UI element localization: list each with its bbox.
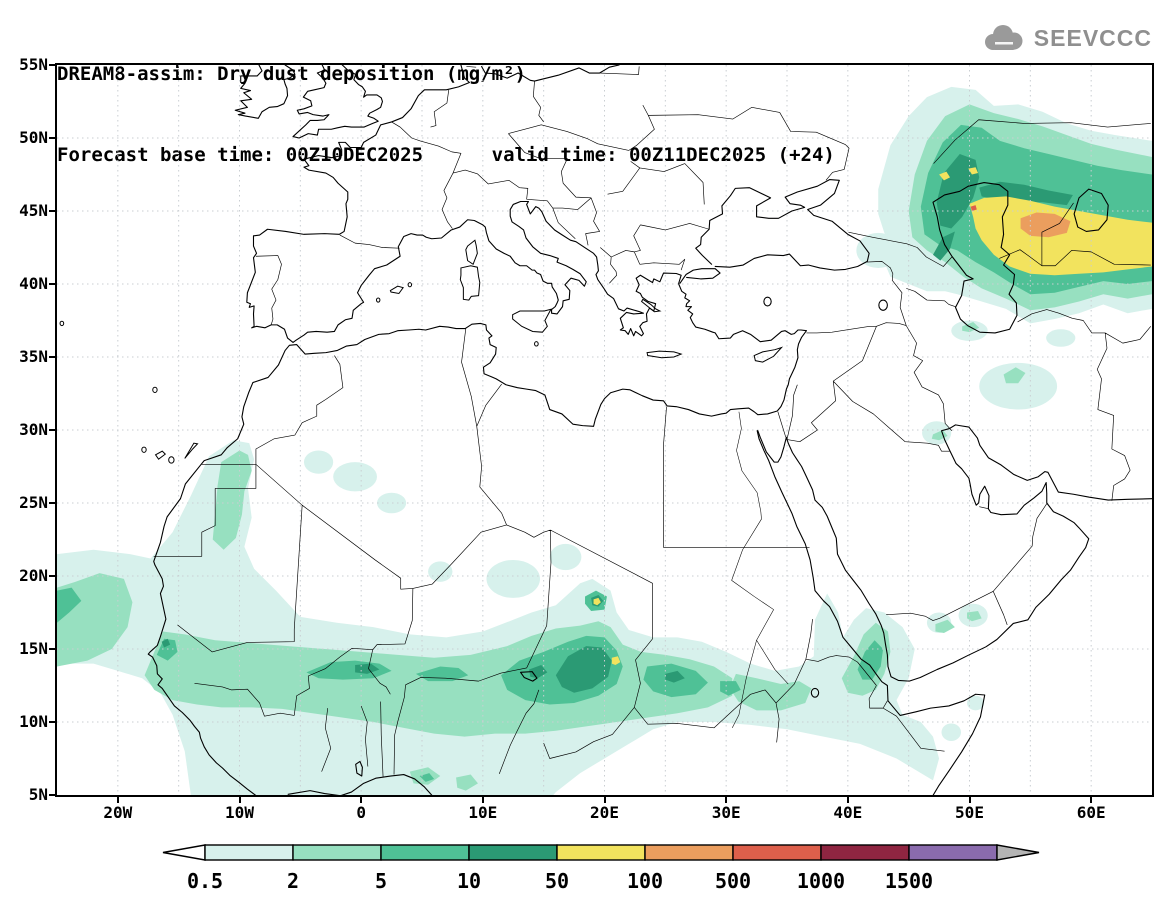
legend-color-cell <box>380 844 470 861</box>
lat-tick <box>49 794 57 796</box>
lat-tick <box>49 137 57 139</box>
logo-text: SEEVCCC <box>1033 24 1152 51</box>
lat-tick <box>49 429 57 431</box>
coastline-turkey-levant-maghreb-westafrica <box>148 284 806 795</box>
lat-tick <box>49 648 57 650</box>
legend-tick-label: 5 <box>375 869 387 893</box>
coastline-aral <box>1074 189 1108 231</box>
lon-axis-label: 30E <box>711 803 741 822</box>
country-borders-mideast <box>778 120 1151 625</box>
legend-color-cell <box>908 844 998 861</box>
lat-axis-label: 30N <box>19 420 48 439</box>
lat-tick <box>49 356 57 358</box>
cloud-logo-icon <box>984 25 1023 50</box>
legend-tick-label: 500 <box>715 869 751 893</box>
dust-fills-level-6 <box>1020 212 1071 238</box>
legend-color-cell <box>292 844 382 861</box>
lakes <box>356 297 888 776</box>
color-scale-legend: 0.5 2 5 10 50 100 500 1000 1500 <box>161 836 1041 900</box>
legend-tick-label: 10 <box>457 869 481 893</box>
lon-tick <box>360 795 363 803</box>
dust-fill-layer <box>57 86 1152 795</box>
legend-color-cell <box>468 844 558 861</box>
lon-tick <box>846 795 849 803</box>
seevccc-logo: SEEVCCC <box>981 24 1152 52</box>
coastline-europe-africa <box>247 65 681 342</box>
lat-axis-label: 50N <box>19 128 48 147</box>
lon-axis-label: 20W <box>103 803 133 822</box>
lat-tick <box>49 283 57 285</box>
lat-axis-label: 10N <box>19 712 48 731</box>
lat-axis-label: 45N <box>19 201 48 220</box>
lat-axis-label: 55N <box>19 55 48 74</box>
river-nile <box>732 412 789 728</box>
lon-axis-label: 20E <box>590 803 619 822</box>
islands <box>60 240 781 463</box>
lon-tick <box>725 795 728 803</box>
lon-tick <box>603 795 606 803</box>
lat-axis-label: 25N <box>19 493 48 512</box>
legend-color-cell <box>556 844 646 861</box>
country-borders-africa <box>154 329 945 777</box>
lat-axis-label: 15N <box>19 639 48 658</box>
lon-tick <box>238 795 241 803</box>
graticule-gridlines <box>57 65 1152 795</box>
lon-tick <box>968 795 971 803</box>
lon-axis-label: 40E <box>833 803 863 822</box>
lat-tick <box>49 575 57 577</box>
lat-axis-label: 35N <box>19 347 48 366</box>
legend-tick-label: 1000 <box>797 869 845 893</box>
legend-tick-label: 1500 <box>885 869 933 893</box>
legend-overflow-arrow <box>996 844 1040 861</box>
country-borders-europe <box>256 66 849 324</box>
coastline-redsea-west-horn <box>757 431 985 795</box>
lat-tick <box>49 210 57 212</box>
map-plot <box>57 65 1152 795</box>
lat-axis-label: 40N <box>19 274 48 293</box>
lon-axis-label: 50E <box>955 803 984 822</box>
lon-axis-label: 10E <box>468 803 498 822</box>
lat-axis-label: 20N <box>19 566 48 585</box>
lat-tick <box>49 502 57 504</box>
chart-title: DREAM8-assim: Dry dust deposition (mg/m²… <box>57 63 526 85</box>
lon-axis-label: 0 <box>356 803 366 822</box>
lat-axis-label: 5N <box>28 785 48 804</box>
legend-color-cell <box>644 844 734 861</box>
coastline-marmara <box>680 269 720 284</box>
legend-underflow-arrow <box>162 844 206 861</box>
dust-fills-level-5 <box>593 167 1152 666</box>
lat-tick <box>49 64 57 66</box>
legend-tick-label: 2 <box>287 869 299 893</box>
chart-titles: DREAM8-assim: Dry dust deposition (mg/m²… <box>57 7 835 223</box>
coastline-britain <box>293 65 382 138</box>
lat-tick <box>49 721 57 723</box>
coastline-caspian <box>933 183 1017 333</box>
coastline-arabia-gulf-iran <box>758 425 1152 681</box>
lon-axis-label: 10W <box>225 803 254 822</box>
geo-layer <box>60 65 1152 795</box>
legend-color-cell <box>732 844 822 861</box>
lon-tick <box>481 795 484 803</box>
lon-axis-label: 60E <box>1076 803 1106 822</box>
coastline-black-sea <box>696 180 869 271</box>
legend-color-cell <box>204 844 294 861</box>
legend-color-cell <box>820 844 910 861</box>
coastline-gulf-of-guinea <box>288 775 433 795</box>
dust-fills-level-7 <box>970 205 977 211</box>
legend-tick-label: 0.5 <box>187 869 223 893</box>
legend-tick-label: 100 <box>627 869 663 893</box>
lon-tick <box>116 795 119 803</box>
coastline-baltic <box>482 65 619 81</box>
chart-subtitle: Forecast base time: 00Z10DEC2025 valid t… <box>57 144 835 166</box>
legend-tick-label: 50 <box>545 869 569 893</box>
lon-tick <box>1090 795 1093 803</box>
coastline-ireland <box>235 65 295 118</box>
